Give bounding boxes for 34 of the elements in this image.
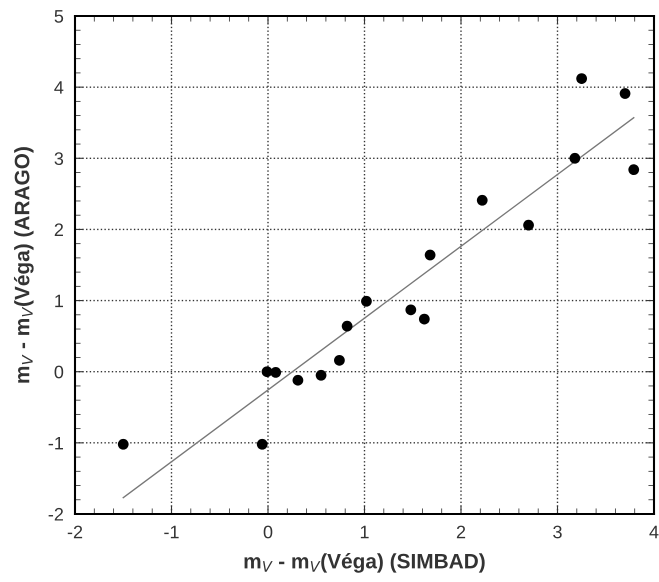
y-tick-label: -1 [48,436,64,450]
point [628,164,640,176]
x-axis-title: m$_{V}$ - m$_{V}$(Véga) (SIMBAD) [244,553,485,573]
x-tick-label: 3 [553,526,562,538]
point [405,304,416,316]
y-tick-label: -2 [48,508,63,521]
y-axis-title: m$_{V}$ - m$_{V}$(Véga) (ARAGO) [14,147,34,383]
point [334,354,345,366]
point [620,88,630,99]
point [424,250,436,260]
x-tick-label: 4 [649,526,658,538]
point [576,73,588,84]
x-tick-label: 1 [360,526,369,538]
y-tick-label: 1 [55,294,64,308]
point [523,220,534,231]
x-tick-label: -1 [164,526,179,538]
point [342,320,353,332]
y-tick-label: 3 [54,152,64,166]
point [118,438,129,450]
point [361,296,372,307]
x-tick-label: -2 [68,526,82,538]
point [316,370,326,381]
x-tick-label: 0 [264,526,272,538]
point [418,314,430,324]
y-tick-label: 4 [54,81,64,94]
point [256,438,268,450]
point [569,152,580,164]
point [292,374,304,386]
y-tick-label: 5 [54,10,64,23]
point [476,194,488,206]
y-tick-label: 0 [54,366,64,378]
point [270,367,282,378]
x-tick-label: 2 [456,526,466,538]
y-tick-label: 2 [54,223,63,236]
